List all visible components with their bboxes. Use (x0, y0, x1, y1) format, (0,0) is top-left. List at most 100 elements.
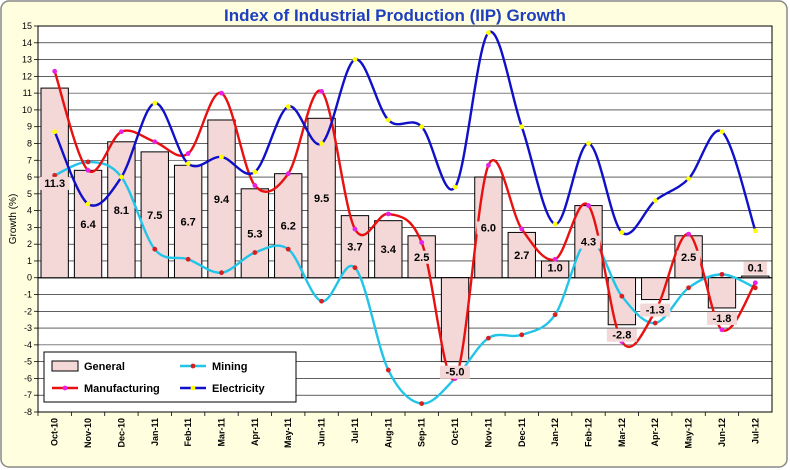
data-label-bg (409, 250, 434, 264)
data-label-general: -2.8 (612, 330, 631, 342)
data-label-general: -1.8 (712, 313, 731, 325)
data-label-bg (510, 249, 534, 263)
x-tick-label: Mar-12 (617, 418, 627, 447)
point-manufacturing (552, 256, 558, 262)
point-manufacturing (719, 327, 725, 333)
point-electricity (652, 198, 658, 203)
point-electricity (285, 104, 291, 109)
data-label-bg (706, 311, 737, 325)
y-tick-label: 11 (23, 88, 32, 98)
data-label-general: 9.5 (314, 193, 329, 205)
axis-ticks: -8-7-6-5-4-3-2-10123456789101112131415Oc… (22, 21, 760, 449)
point-electricity (752, 228, 758, 234)
y-tick-label: 0 (27, 273, 32, 283)
data-label-bg (209, 192, 234, 206)
y-tick-label: 4 (27, 206, 32, 216)
x-tick-label: Jun-11 (317, 418, 327, 447)
y-tick-label: 3 (27, 222, 32, 232)
point-electricity (152, 100, 158, 106)
y-tick-label: 6 (27, 172, 32, 182)
point-mining (85, 159, 91, 165)
y-tick-label: 13 (22, 55, 32, 65)
point-manufacturing (85, 167, 91, 173)
y-tick-label: 15 (22, 21, 32, 31)
data-label-bg (109, 203, 134, 217)
point-mining (285, 246, 291, 252)
point-mining (152, 246, 158, 252)
x-tick-label: Aug-11 (383, 418, 393, 448)
y-tick-label: -3 (24, 323, 32, 333)
data-label-general: 0.1 (748, 263, 763, 275)
x-tick-label: Feb-12 (584, 418, 594, 447)
point-mining (252, 250, 258, 255)
point-manufacturing (185, 151, 191, 156)
point-manufacturing (352, 226, 358, 232)
legend-label-manufacturing: Manufacturing (84, 383, 160, 395)
point-electricity (252, 169, 258, 175)
data-label-general: 5.3 (247, 228, 262, 240)
data-label-general: 6.4 (80, 219, 96, 231)
data-label-general: 11.3 (44, 178, 65, 190)
point-mining (185, 256, 191, 262)
x-tick-label: Oct-10 (50, 418, 60, 446)
x-tick-label: May-12 (684, 418, 694, 449)
x-tick-label: Apr-11 (250, 418, 260, 446)
data-label-bg (243, 227, 267, 241)
point-manufacturing (419, 240, 425, 245)
data-label-bg (743, 261, 768, 275)
point-electricity (719, 129, 725, 135)
y-tick-label: -4 (24, 340, 32, 350)
point-mining (219, 270, 224, 276)
legend: General Mining Manufacturing Electricity (43, 351, 297, 403)
y-tick-label: -7 (24, 390, 32, 400)
data-label-bg (309, 192, 334, 206)
data-label-bg (676, 250, 701, 264)
y-tick-label: -6 (24, 373, 32, 383)
point-mining (552, 312, 558, 318)
point-electricity (586, 141, 591, 146)
point-manufacturing (752, 280, 758, 286)
data-label-general: 3.7 (347, 242, 362, 254)
x-tick-label: Mar-11 (217, 418, 227, 447)
point-manufacturing (285, 171, 291, 177)
data-label-general: -1.3 (646, 305, 665, 317)
point-mining (419, 401, 425, 407)
y-tick-label: 7 (27, 155, 32, 165)
data-label-bg (176, 215, 200, 229)
chart-title: Index of Industrial Production (IIP) Gro… (224, 6, 566, 25)
data-label-general: 8.1 (114, 205, 129, 217)
point-mining (652, 320, 658, 326)
data-label-bg (440, 365, 471, 379)
y-tick-label: 2 (27, 239, 32, 249)
line-mining (54, 160, 756, 405)
y-tick-label: -5 (24, 357, 32, 367)
point-electricity (352, 57, 358, 62)
y-tick-label: 8 (27, 138, 32, 148)
point-electricity (452, 184, 458, 190)
data-labels: 11.3 6.4 8.1 7.5 6.7 9.4 5.3 6.2 9.5 3.7 3.4 2.5 -5.… (39, 176, 768, 379)
x-tick-label: Jan-11 (150, 418, 160, 446)
legend-label-mining: Mining (212, 361, 247, 373)
y-tick-label: -1 (24, 290, 32, 300)
point-manufacturing (519, 226, 525, 232)
point-electricity (185, 161, 191, 167)
point-electricity (419, 124, 425, 130)
data-label-general: 2.5 (414, 252, 429, 264)
point-electricity (319, 141, 324, 146)
data-label-bg (606, 328, 637, 342)
point-mining (352, 265, 358, 271)
point-electricity (85, 201, 91, 207)
line-series (52, 30, 758, 407)
x-tick-label: Oct-11 (450, 418, 460, 446)
point-manufacturing (486, 162, 491, 168)
legend-swatch-general (51, 360, 79, 372)
data-label-bg (76, 218, 100, 232)
x-tick-label: Sep-11 (417, 418, 427, 447)
x-tick-label: Dec-10 (116, 418, 126, 448)
x-tick-label: Nov-10 (83, 418, 93, 448)
x-tick-label: Dec-11 (517, 418, 527, 447)
point-electricity (619, 230, 625, 235)
point-mining (52, 172, 58, 178)
point-mining (619, 293, 625, 299)
